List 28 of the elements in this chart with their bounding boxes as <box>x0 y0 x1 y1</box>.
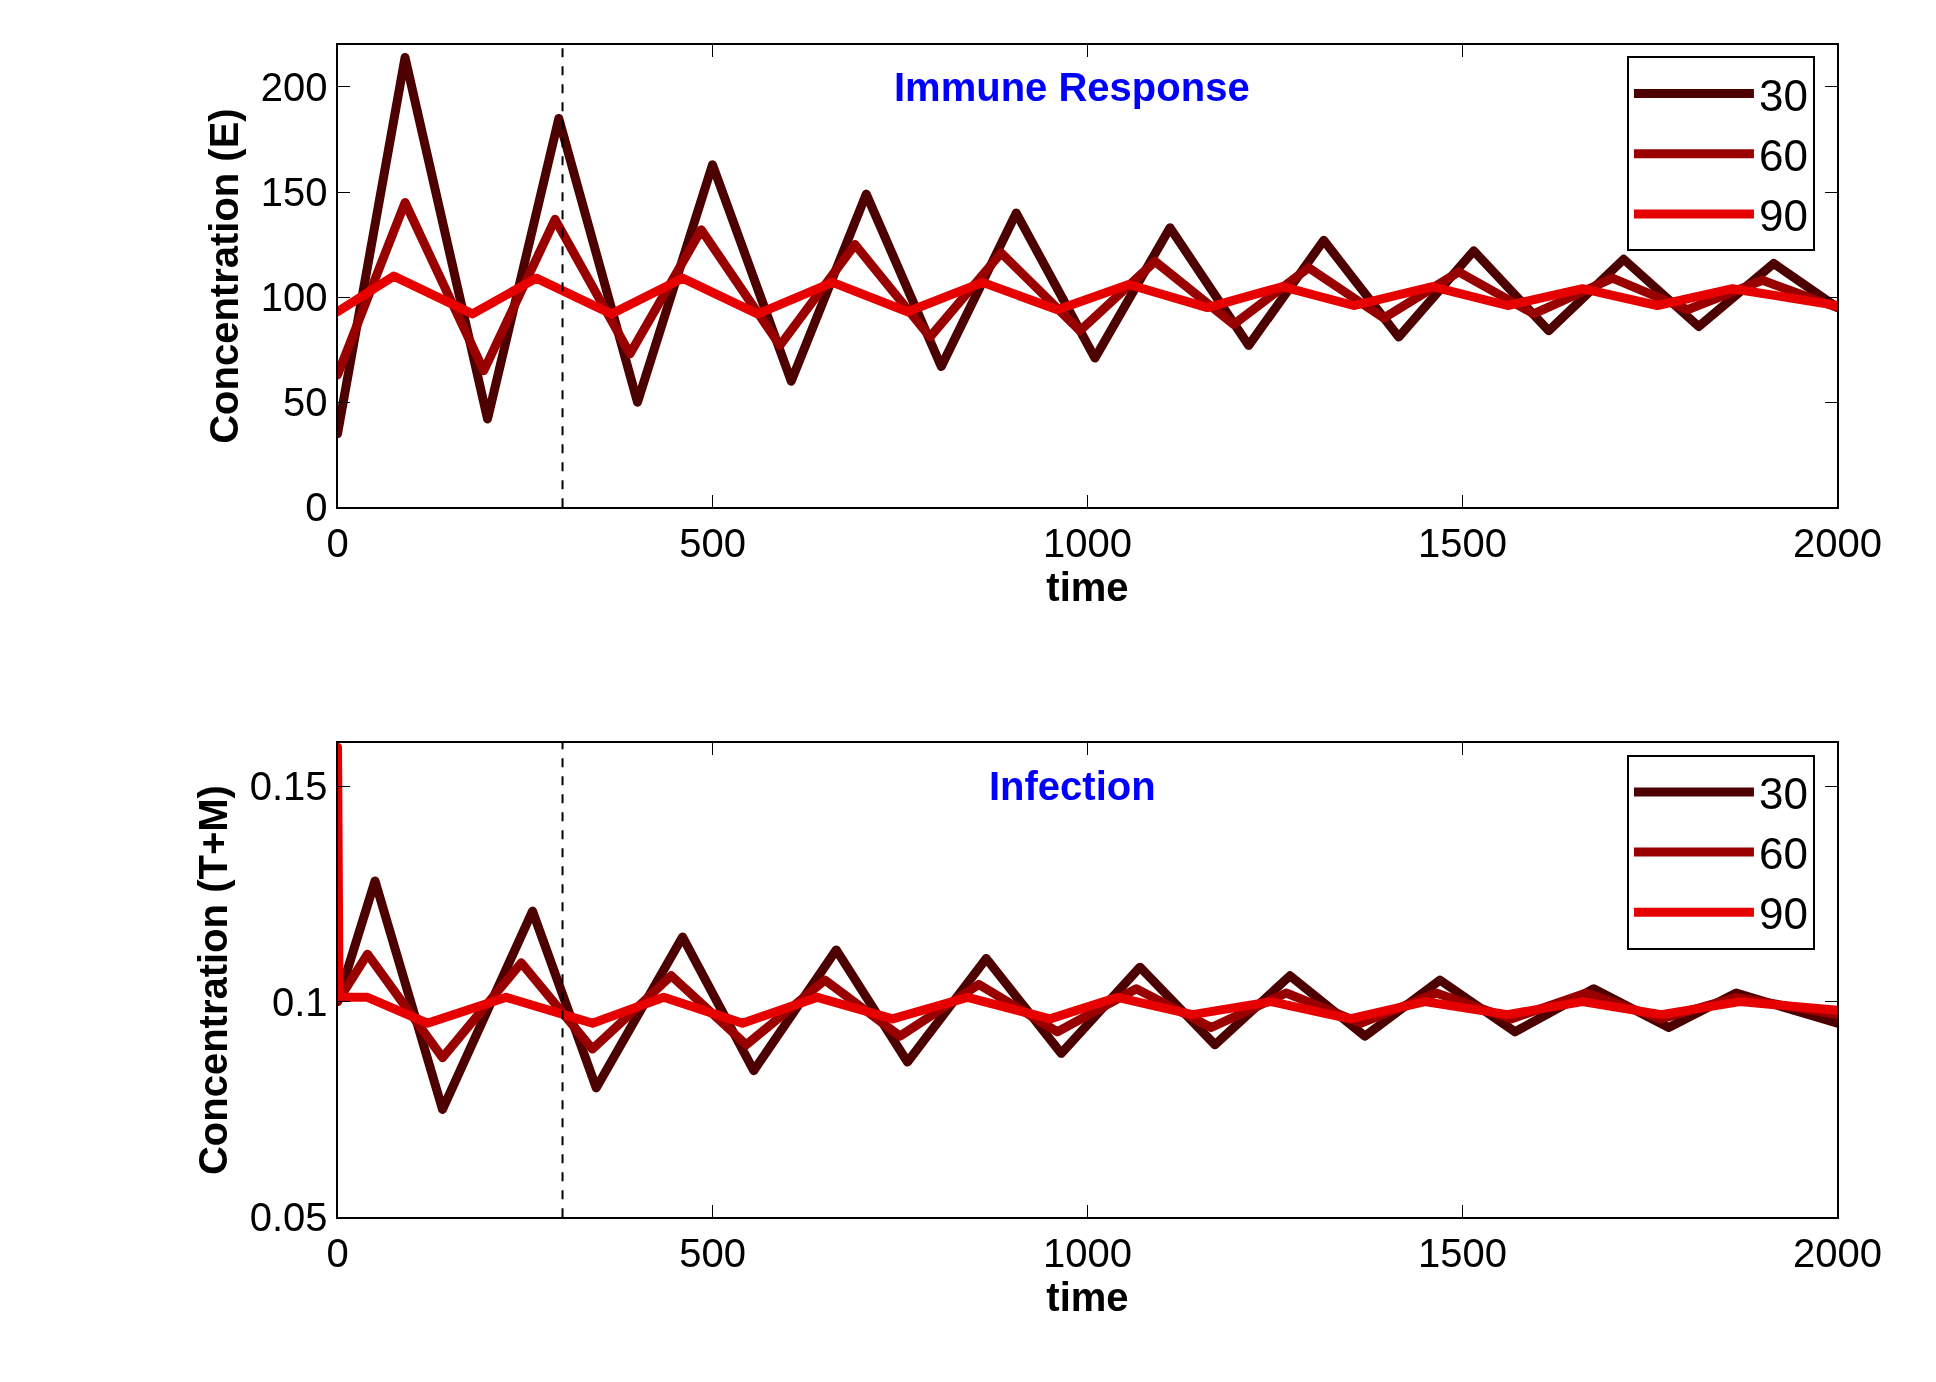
y-tick-label: 0 <box>305 485 328 530</box>
text: Immune Response <box>894 65 1250 109</box>
legend-label: 30 <box>1758 769 1808 819</box>
legend-label: 60 <box>1758 130 1808 180</box>
text: Infection <box>989 764 1156 808</box>
x-axis-title: time <box>1046 1275 1129 1320</box>
y-tick-label: 100 <box>260 275 328 320</box>
y-tick-label: 0.05 <box>249 1195 328 1240</box>
y-tick-label: 0.15 <box>249 764 328 809</box>
x-tick-label: 1000 <box>1043 521 1132 566</box>
legend-label: 90 <box>1758 889 1808 939</box>
x-axis-title: time <box>1046 565 1129 610</box>
x-tick-label: 2000 <box>1792 1231 1882 1276</box>
legend-label: 90 <box>1758 191 1808 241</box>
x-tick-label: 500 <box>679 1231 746 1276</box>
y-tick-label: 200 <box>260 64 328 109</box>
y-tick-label: 150 <box>260 170 328 215</box>
x-tick-label: 1000 <box>1043 1231 1132 1276</box>
y-tick-label: 50 <box>283 380 328 425</box>
x-tick-label: 1500 <box>1417 1231 1507 1276</box>
y-tick-label: 0.1 <box>271 979 328 1024</box>
legend-label: 60 <box>1758 829 1808 879</box>
y-axis-title: Concentration (T+M) <box>190 785 235 1176</box>
x-tick-label: 2000 <box>1792 521 1882 566</box>
x-tick-label: 500 <box>679 521 746 566</box>
y-axis-title: Concentration (E) <box>201 108 246 444</box>
x-tick-label: 1500 <box>1417 521 1507 566</box>
legend-label: 30 <box>1758 70 1808 120</box>
